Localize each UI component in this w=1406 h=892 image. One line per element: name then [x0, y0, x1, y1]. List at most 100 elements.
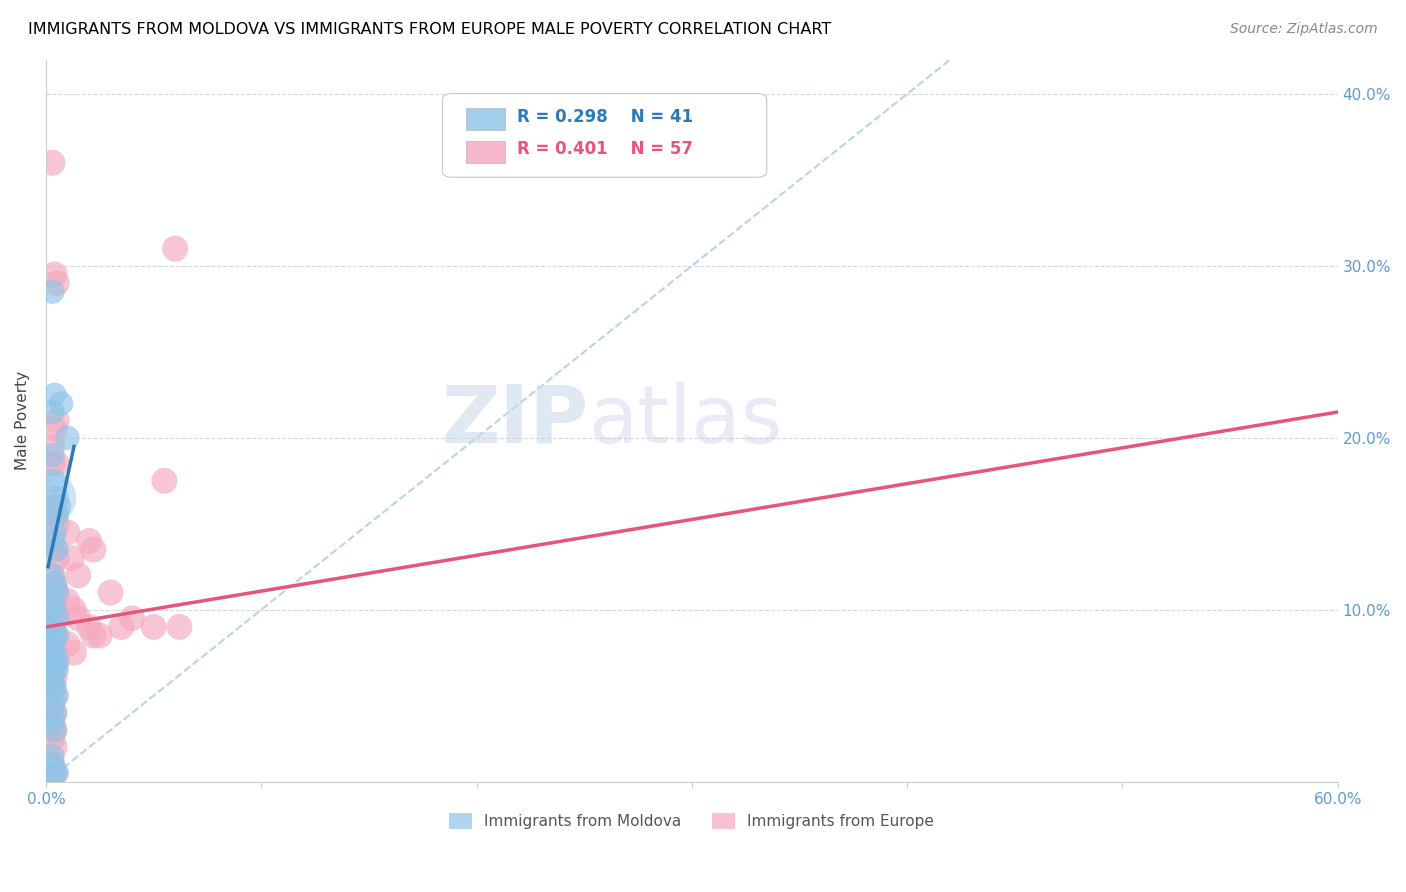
Point: [45, 628, 67, 642]
Point: [45, 611, 67, 625]
Point: [44, 577, 66, 591]
Point: [41, 568, 63, 582]
Point: [49, 396, 72, 410]
Point: [45, 654, 67, 668]
Point: [44, 422, 66, 436]
Point: [41, 646, 63, 660]
Text: IMMIGRANTS FROM MOLDOVA VS IMMIGRANTS FROM EUROPE MALE POVERTY CORRELATION CHART: IMMIGRANTS FROM MOLDOVA VS IMMIGRANTS FR…: [28, 22, 831, 37]
Text: Source: ZipAtlas.com: Source: ZipAtlas.com: [1230, 22, 1378, 37]
Point: [63, 646, 86, 660]
Point: [60, 551, 83, 566]
Point: [56, 594, 79, 608]
Point: [41, 680, 63, 694]
Point: [41, 594, 63, 608]
Point: [41, 533, 63, 548]
Point: [45, 542, 67, 557]
Point: [44, 646, 66, 660]
Point: [153, 474, 176, 488]
Point: [100, 585, 122, 599]
Point: [56, 525, 79, 540]
Point: [45, 585, 67, 599]
Point: [165, 242, 187, 256]
Point: [41, 698, 63, 712]
Point: [44, 706, 66, 720]
Point: [44, 603, 66, 617]
Bar: [465, 108, 505, 129]
Legend: Immigrants from Moldova, Immigrants from Europe: Immigrants from Moldova, Immigrants from…: [443, 807, 941, 836]
Point: [44, 646, 66, 660]
Point: [44, 766, 66, 780]
Point: [41, 439, 63, 453]
Point: [48, 500, 70, 514]
Point: [44, 577, 66, 591]
Point: [44, 689, 66, 703]
Point: [44, 740, 66, 755]
Point: [45, 663, 67, 677]
Point: [41, 680, 63, 694]
Point: [41, 620, 63, 634]
Point: [41, 698, 63, 712]
Point: [44, 628, 66, 642]
Point: [110, 620, 132, 634]
Point: [45, 551, 67, 566]
Point: [67, 611, 90, 625]
Point: [41, 757, 63, 772]
Point: [41, 654, 63, 668]
Point: [41, 714, 63, 729]
Point: [44, 723, 66, 737]
Point: [142, 620, 165, 634]
Point: [41, 663, 63, 677]
Point: [41, 637, 63, 651]
Point: [41, 155, 63, 169]
Point: [45, 508, 67, 523]
Point: [77, 533, 100, 548]
Point: [44, 766, 66, 780]
Point: [41, 568, 63, 582]
Point: [44, 680, 66, 694]
Point: [45, 276, 67, 290]
Text: atlas: atlas: [589, 382, 783, 459]
Point: [45, 516, 67, 531]
Point: [44, 672, 66, 686]
Point: [44, 663, 66, 677]
Point: [45, 414, 67, 428]
Point: [41, 620, 63, 634]
Point: [82, 628, 104, 642]
Point: [44, 388, 66, 402]
Point: [63, 603, 86, 617]
Point: [41, 448, 63, 462]
Point: [41, 748, 63, 763]
Point: [44, 542, 66, 557]
Point: [44, 628, 66, 642]
Point: [44, 268, 66, 282]
Point: [45, 628, 67, 642]
Point: [44, 603, 66, 617]
Text: R = 0.298    N = 41: R = 0.298 N = 41: [517, 108, 693, 126]
Point: [121, 611, 143, 625]
Point: [45, 457, 67, 471]
Point: [45, 766, 67, 780]
Point: [89, 628, 111, 642]
Point: [56, 431, 79, 445]
Text: R = 0.401    N = 57: R = 0.401 N = 57: [517, 140, 693, 159]
Point: [45, 689, 67, 703]
Point: [41, 285, 63, 299]
Point: [41, 500, 63, 514]
Point: [45, 611, 67, 625]
FancyBboxPatch shape: [443, 94, 766, 178]
Point: [44, 706, 66, 720]
Point: [45, 654, 67, 668]
Point: [41, 533, 63, 548]
Point: [41, 457, 63, 471]
Point: [41, 714, 63, 729]
Point: [56, 637, 79, 651]
Point: [39, 491, 62, 505]
Point: [41, 405, 63, 419]
Point: [41, 731, 63, 746]
Point: [41, 637, 63, 651]
Point: [169, 620, 191, 634]
Point: [41, 672, 63, 686]
Point: [67, 568, 90, 582]
Bar: [465, 141, 505, 163]
Point: [44, 525, 66, 540]
